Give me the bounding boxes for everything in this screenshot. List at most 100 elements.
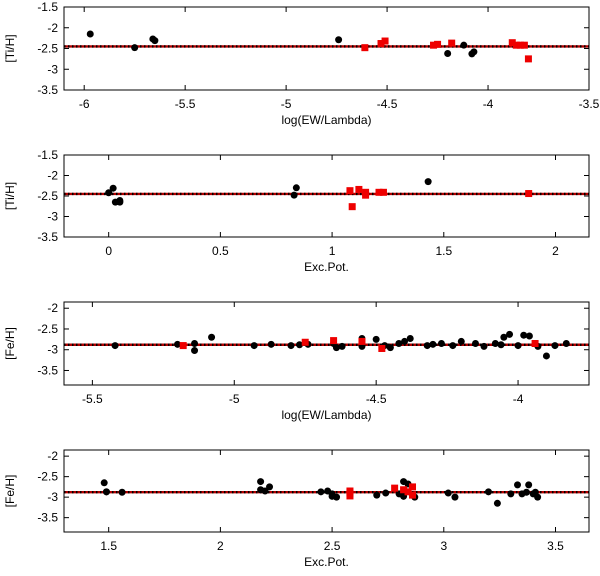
data-point-circle — [451, 493, 459, 501]
y-tick-label: -1.5 — [37, 0, 58, 14]
data-point-square — [434, 40, 442, 48]
plot-frame — [63, 154, 590, 238]
data-point-square — [378, 344, 386, 352]
data-point-circle — [484, 488, 492, 496]
data-point-circle — [395, 340, 403, 347]
data-point-square — [355, 185, 363, 193]
data-point-circle — [401, 337, 409, 345]
data-point-circle — [406, 335, 414, 343]
y-tick-label: -3.5 — [37, 230, 58, 244]
x-tick-label: 0 — [105, 244, 112, 258]
data-point-square — [409, 491, 417, 499]
data-point-circle — [86, 30, 94, 38]
data-point-square — [381, 37, 389, 45]
data-point-circle — [373, 491, 381, 499]
data-point-circle — [102, 488, 110, 496]
data-point-square — [301, 338, 309, 346]
plot-frame — [63, 301, 590, 386]
data-point-circle — [151, 37, 159, 45]
data-point-square — [400, 486, 408, 494]
x-tick-label: 0.5 — [212, 244, 229, 258]
x-tick-label: -5.5 — [82, 392, 103, 406]
data-point-square — [508, 39, 516, 47]
x-tick-label: 1 — [329, 244, 336, 258]
y-axis-label: [Ti/H] — [3, 34, 17, 62]
data-point-square — [524, 55, 532, 63]
x-tick-label: -4.5 — [366, 392, 387, 406]
data-point-circle — [444, 49, 452, 57]
data-point-circle — [116, 198, 124, 206]
data-point-circle — [514, 481, 522, 489]
y-tick-label: -2 — [47, 449, 58, 463]
data-point-circle — [520, 331, 528, 339]
x-tick-label: -4 — [513, 392, 524, 406]
y-tick-label: -3 — [47, 490, 58, 504]
y-tick-label: -2 — [47, 21, 58, 35]
data-point-circle — [292, 184, 300, 192]
y-axis-label: [Fe/H] — [3, 327, 17, 360]
data-point-square — [516, 41, 524, 49]
data-point-square — [375, 188, 383, 196]
y-tick-label: -3 — [47, 343, 58, 357]
data-point-circle — [208, 333, 216, 341]
panel-fe-exc: 1.5 2 2.5 3 3.5 -3.5 -3 -2.5 -2 Exc.Pot. [Fe/H] — [3, 449, 590, 569]
data-point-circle — [386, 344, 394, 352]
x-tick-label: 1.5 — [435, 244, 452, 258]
data-point-square — [430, 41, 438, 49]
data-point-circle — [491, 340, 499, 347]
data-point-circle — [335, 36, 343, 44]
x-tick-label: -3.5 — [579, 97, 600, 111]
y-tick-label: -3.5 — [37, 363, 58, 377]
data-point-square — [404, 488, 412, 496]
data-point-circle — [317, 488, 325, 496]
data-point-circle — [429, 340, 437, 348]
data-point-circle — [372, 335, 380, 343]
data-point-circle — [332, 344, 340, 352]
data-point-square — [448, 39, 456, 47]
y-tick-label: -3.5 — [37, 511, 58, 525]
data-point-square — [520, 41, 528, 49]
data-point-square — [179, 342, 187, 350]
data-point-circle — [457, 337, 465, 345]
x-axis-label: log(EW/Lambda) — [281, 113, 371, 127]
data-point-circle — [290, 191, 298, 199]
data-point-circle — [525, 332, 533, 340]
x-tick-label: 2.5 — [324, 539, 341, 553]
y-tick-label: -2.5 — [37, 189, 58, 203]
data-point-circle — [424, 178, 432, 186]
data-point-circle — [444, 489, 452, 497]
data-point-circle — [507, 490, 515, 498]
data-point-square — [346, 187, 354, 195]
y-tick-label: -3 — [47, 210, 58, 224]
data-point-circle — [287, 342, 295, 350]
data-point-square — [358, 337, 366, 345]
data-point-circle — [542, 352, 550, 360]
data-point-circle — [131, 44, 139, 52]
data-point-square — [531, 340, 539, 347]
data-point-circle — [534, 493, 542, 501]
data-point-circle — [338, 342, 346, 350]
y-tick-label: -2 — [47, 301, 58, 315]
data-point-circle — [174, 340, 182, 348]
data-point-circle — [267, 340, 275, 348]
data-point-circle — [470, 48, 478, 56]
panel-fe-ew: -5.5 -5 -4.5 -4 -3.5 -3 -2.5 -2 log(EW/Lambda) [F… — [3, 301, 590, 422]
data-point-circle — [109, 184, 117, 192]
data-point-circle — [480, 342, 488, 350]
x-tick-label: 2 — [217, 539, 224, 553]
x-tick-label: -5.5 — [175, 97, 196, 111]
data-point-square — [361, 44, 369, 52]
data-point-square — [525, 190, 533, 198]
data-point-circle — [471, 340, 479, 347]
y-tick-label: -2 — [47, 169, 58, 183]
data-point-square — [330, 337, 338, 345]
data-point-circle — [382, 489, 390, 497]
data-point-circle — [111, 342, 119, 350]
y-axis-label: [Ti/H] — [3, 182, 17, 210]
plot-frame — [63, 6, 590, 91]
y-axis-label: [Fe/H] — [3, 475, 17, 508]
data-point-circle — [118, 488, 126, 496]
panel-ti-ew: -6 -5.5 -5 -4.5 -4 -3.5 -3.5 -3 -2.5 -2 -1.5 log(EW… — [3, 0, 600, 127]
data-point-circle — [250, 342, 258, 350]
